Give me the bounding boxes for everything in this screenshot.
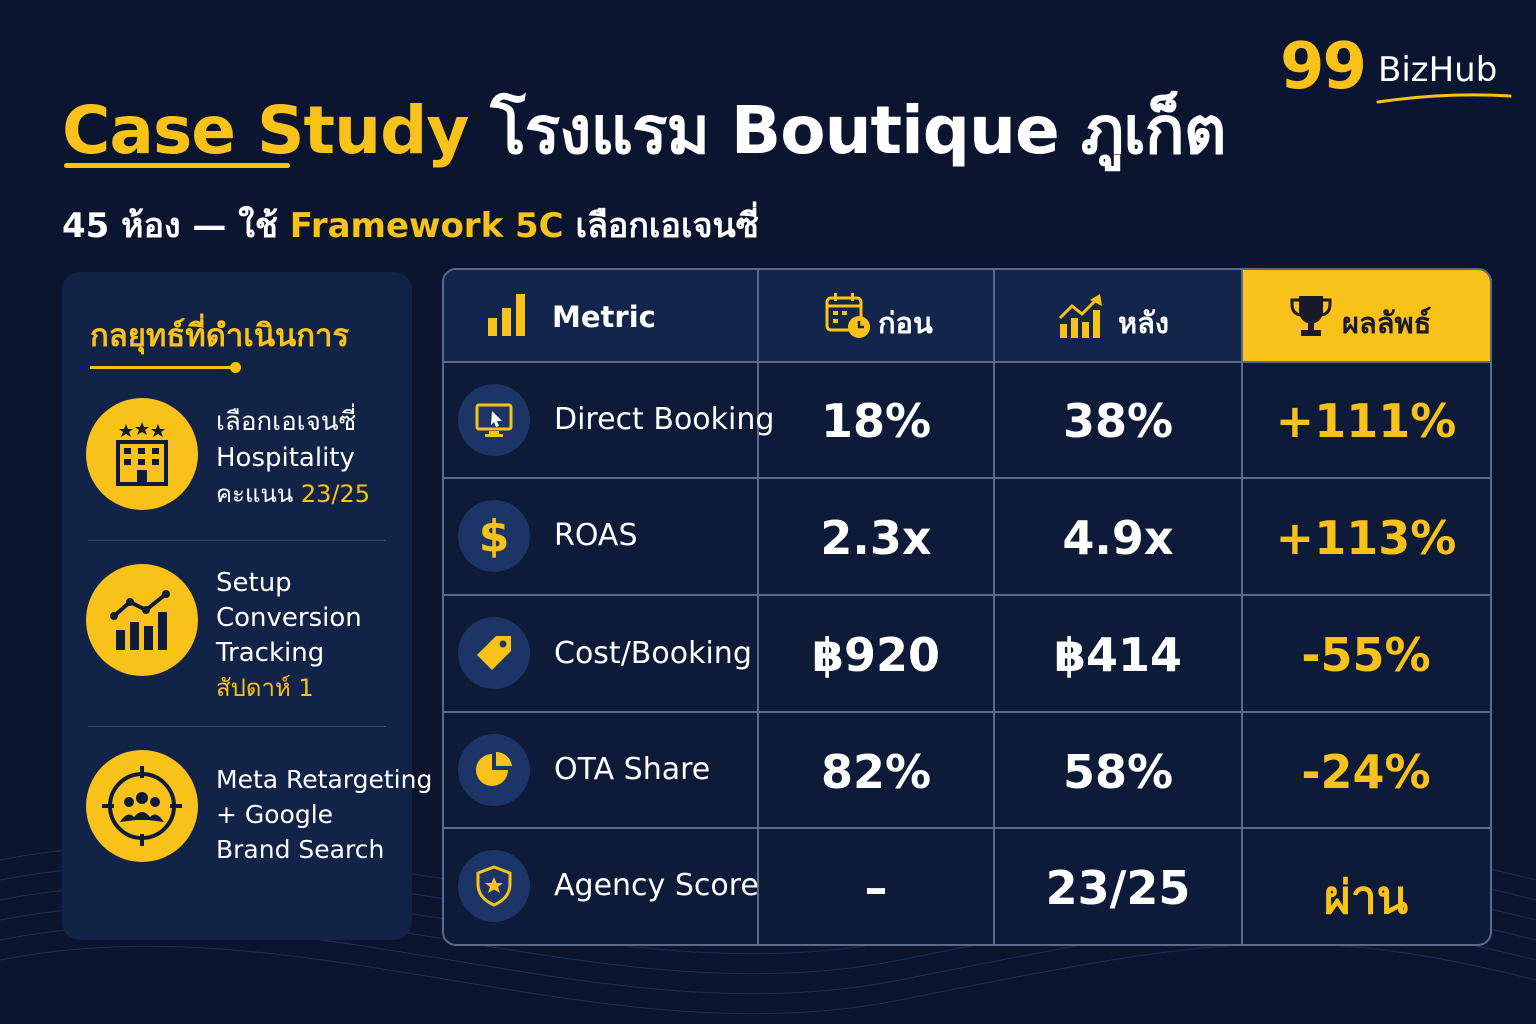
hotel-building-icon: [86, 398, 198, 510]
strategy-line: Brand Search: [216, 835, 385, 864]
trophy-icon: [1290, 296, 1332, 336]
header-result-label: ผลลัพธ์: [1342, 306, 1432, 340]
title-accent: Case Study: [62, 92, 469, 169]
target-audience-icon: [86, 750, 198, 862]
subtitle-accent: Framework 5C: [289, 206, 564, 246]
dollar-icon: $: [458, 500, 530, 572]
strategy-panel: กลยุทธ์ที่ดำเนินการ เลือกเอเจนซี่ Hospit…: [62, 272, 432, 940]
strategy-score: คะแนน 23/25: [216, 476, 370, 512]
monitor-click-icon: [458, 384, 530, 456]
strategy-line: Hospitality: [216, 443, 355, 473]
strategy-text: เลือกเอเจนซี่ Hospitality คะแนน 23/25: [216, 404, 370, 512]
after-value: 58%: [1062, 745, 1174, 799]
divider: [88, 726, 386, 727]
strategy-line: Conversion: [216, 603, 362, 633]
heading-underline: [90, 366, 236, 369]
row-divider: [444, 361, 1490, 363]
strategy-text: Setup Conversion Tracking สัปดาห์ 1: [216, 566, 362, 706]
column-divider: [1241, 270, 1243, 944]
logo-swoosh-icon: [1376, 93, 1512, 104]
logo-name: BizHub: [1378, 50, 1498, 90]
divider: [88, 540, 386, 541]
result-value: ผ่าน: [1323, 870, 1409, 924]
strategy-heading: กลยุทธ์ที่ดำเนินการ: [90, 318, 350, 354]
pie-chart-icon: [458, 734, 530, 806]
header-before: ก่อน: [758, 270, 994, 362]
before-value: –: [864, 861, 888, 915]
metric-label: OTA Share: [554, 752, 711, 787]
title-underline: [64, 163, 290, 168]
metric-label: ROAS: [554, 518, 638, 553]
heading-dot: [230, 362, 241, 373]
before-value: ฿920: [811, 628, 941, 682]
page-title: Case Study โรงแรม Boutique ภูเก็ต: [62, 78, 1227, 183]
calendar-clock-icon: [825, 293, 870, 338]
results-table: Metric ก่อน หลัง ผลลัพธ์: [442, 268, 1492, 946]
bar-chart-icon: [488, 294, 525, 336]
strategy-line: เลือกเอเจนซี่: [216, 407, 357, 437]
strategy-line: + Google: [216, 800, 334, 829]
metric-label: Cost/Booking: [554, 636, 752, 671]
header-result: ผลลัพธ์: [1242, 270, 1490, 362]
shield-star-icon: [458, 850, 530, 922]
before-value: 2.3x: [820, 511, 932, 565]
brand-logo: 99 BizHub: [1280, 30, 1520, 110]
strategy-line: Setup: [216, 568, 292, 598]
strategy-timing: สัปดาห์ 1: [216, 674, 314, 702]
page-subtitle: 45 ห้อง — ใช้ Framework 5C เลือกเอเจนซี่: [62, 198, 759, 252]
header-after: หลัง: [994, 270, 1242, 362]
after-value: ฿414: [1053, 628, 1183, 682]
header-before-label: ก่อน: [878, 306, 933, 340]
strategy-line: Meta Retargeting: [216, 765, 433, 794]
title-rest: โรงแรม Boutique ภูเก็ต: [490, 92, 1226, 169]
row-divider: [444, 477, 1490, 479]
header-metric: Metric: [444, 270, 758, 362]
growth-chart-icon: [86, 564, 198, 676]
subtitle-post: เลือกเอเจนซี่: [575, 206, 759, 246]
price-tag-icon: [458, 617, 530, 689]
result-value: -24%: [1301, 745, 1431, 799]
trend-up-icon: [1058, 294, 1102, 338]
metric-label: Agency Score: [554, 868, 759, 903]
before-value: 82%: [820, 745, 932, 799]
result-value: +111%: [1275, 394, 1457, 448]
score-label: คะแนน: [216, 480, 301, 508]
header-metric-label: Metric: [552, 300, 656, 334]
logo-mark: 99: [1280, 30, 1367, 104]
column-divider: [993, 270, 995, 944]
result-value: -55%: [1301, 628, 1431, 682]
column-divider: [757, 270, 759, 944]
score-value: 23/25: [300, 480, 371, 508]
before-value: 18%: [820, 394, 932, 448]
row-divider: [444, 827, 1490, 829]
row-divider: [444, 594, 1490, 596]
strategy-text: Meta Retargeting + Google Brand Search: [216, 762, 432, 867]
after-value: 23/25: [1045, 861, 1191, 915]
metric-label: Direct Booking: [554, 402, 775, 437]
subtitle-pre: 45 ห้อง — ใช้: [62, 206, 278, 246]
header-after-label: หลัง: [1118, 306, 1170, 340]
after-value: 4.9x: [1062, 511, 1174, 565]
after-value: 38%: [1062, 394, 1174, 448]
result-value: +113%: [1275, 511, 1457, 565]
row-divider: [444, 711, 1490, 713]
strategy-line: Tracking: [216, 638, 325, 668]
